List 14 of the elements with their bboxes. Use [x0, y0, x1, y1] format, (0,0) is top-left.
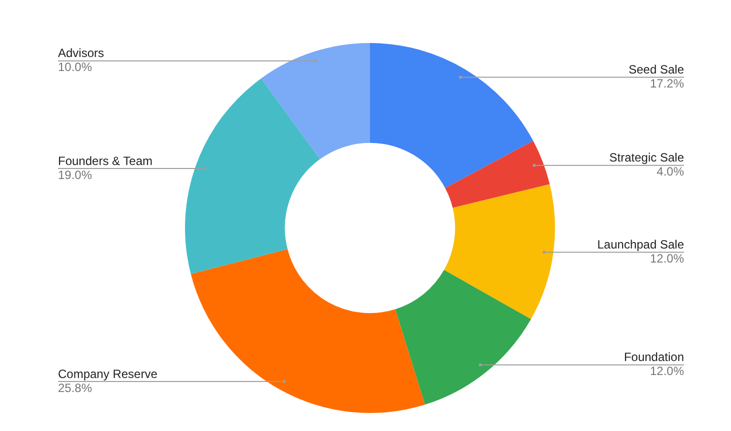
data-label: 17.2%: [650, 76, 684, 91]
data-label: 4.0%: [656, 164, 684, 179]
data-label: 19.0%: [58, 168, 92, 182]
slice-label: Founders & Team: [58, 154, 152, 168]
data-label: 12.0%: [650, 364, 684, 378]
slice-label: Company Reserve: [58, 366, 158, 381]
data-label: 25.8%: [58, 380, 92, 395]
slice-label: Foundation: [624, 350, 684, 364]
slice-label: Seed Sale: [628, 62, 684, 77]
data-label: 10.0%: [58, 60, 92, 74]
slice-label: Strategic Sale: [609, 150, 684, 165]
slice-label: Launchpad Sale: [597, 238, 684, 252]
data-label: 12.0%: [650, 252, 684, 266]
slice-label: Advisors: [58, 46, 104, 60]
